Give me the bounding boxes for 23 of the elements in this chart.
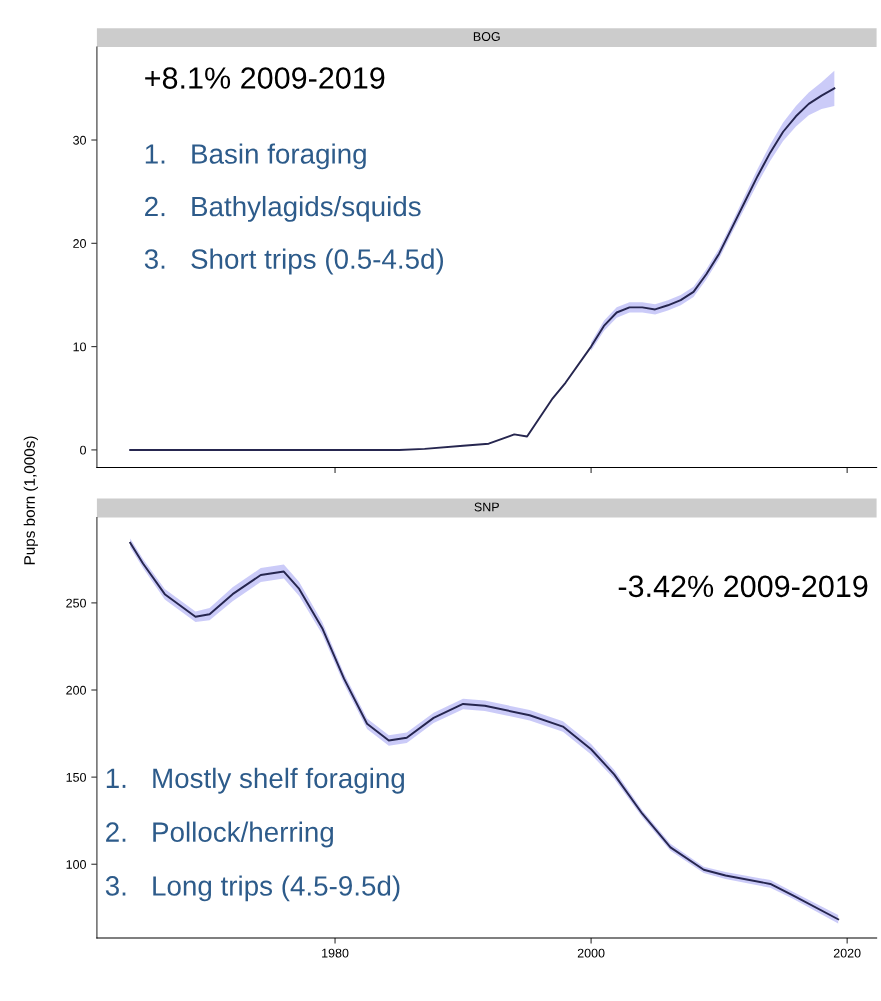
annotation: -3.42% 2009-2019 xyxy=(618,575,868,598)
x-tick-label: 2000 xyxy=(577,948,605,958)
chart-title: BOG xyxy=(473,32,500,41)
x-tick-label: 2020 xyxy=(833,948,861,958)
annotation: 3. Long trips (4.5-9.5d) xyxy=(105,875,400,902)
y-tick-label: 100 xyxy=(66,860,87,869)
line-series xyxy=(129,87,836,451)
annotation: 1. Basin foraging xyxy=(145,143,366,170)
annotation: +8.1% 2009-2019 xyxy=(145,67,385,89)
chart-title: SNP xyxy=(474,502,499,512)
y-tick-label: 250 xyxy=(66,598,87,608)
y-tick-label: 0 xyxy=(80,445,87,455)
y-axis-title: Pups born (1,000s) xyxy=(23,436,38,565)
x-tick-label: 1980 xyxy=(322,948,349,958)
y-tick-label: 200 xyxy=(66,685,87,695)
y-tick-label: 30 xyxy=(73,135,87,145)
y-tick-label: 20 xyxy=(73,239,87,248)
y-tick-label: 10 xyxy=(73,342,87,352)
annotation: 2. Pollock/herring xyxy=(106,821,333,848)
annotation: 2. Bathylagids/squids xyxy=(145,195,421,222)
y-tick-label: 150 xyxy=(66,772,87,782)
annotation: 1. Mostly shelf foraging xyxy=(106,767,404,794)
annotation: 3. Short trips (0.5-4.5d) xyxy=(144,248,444,275)
